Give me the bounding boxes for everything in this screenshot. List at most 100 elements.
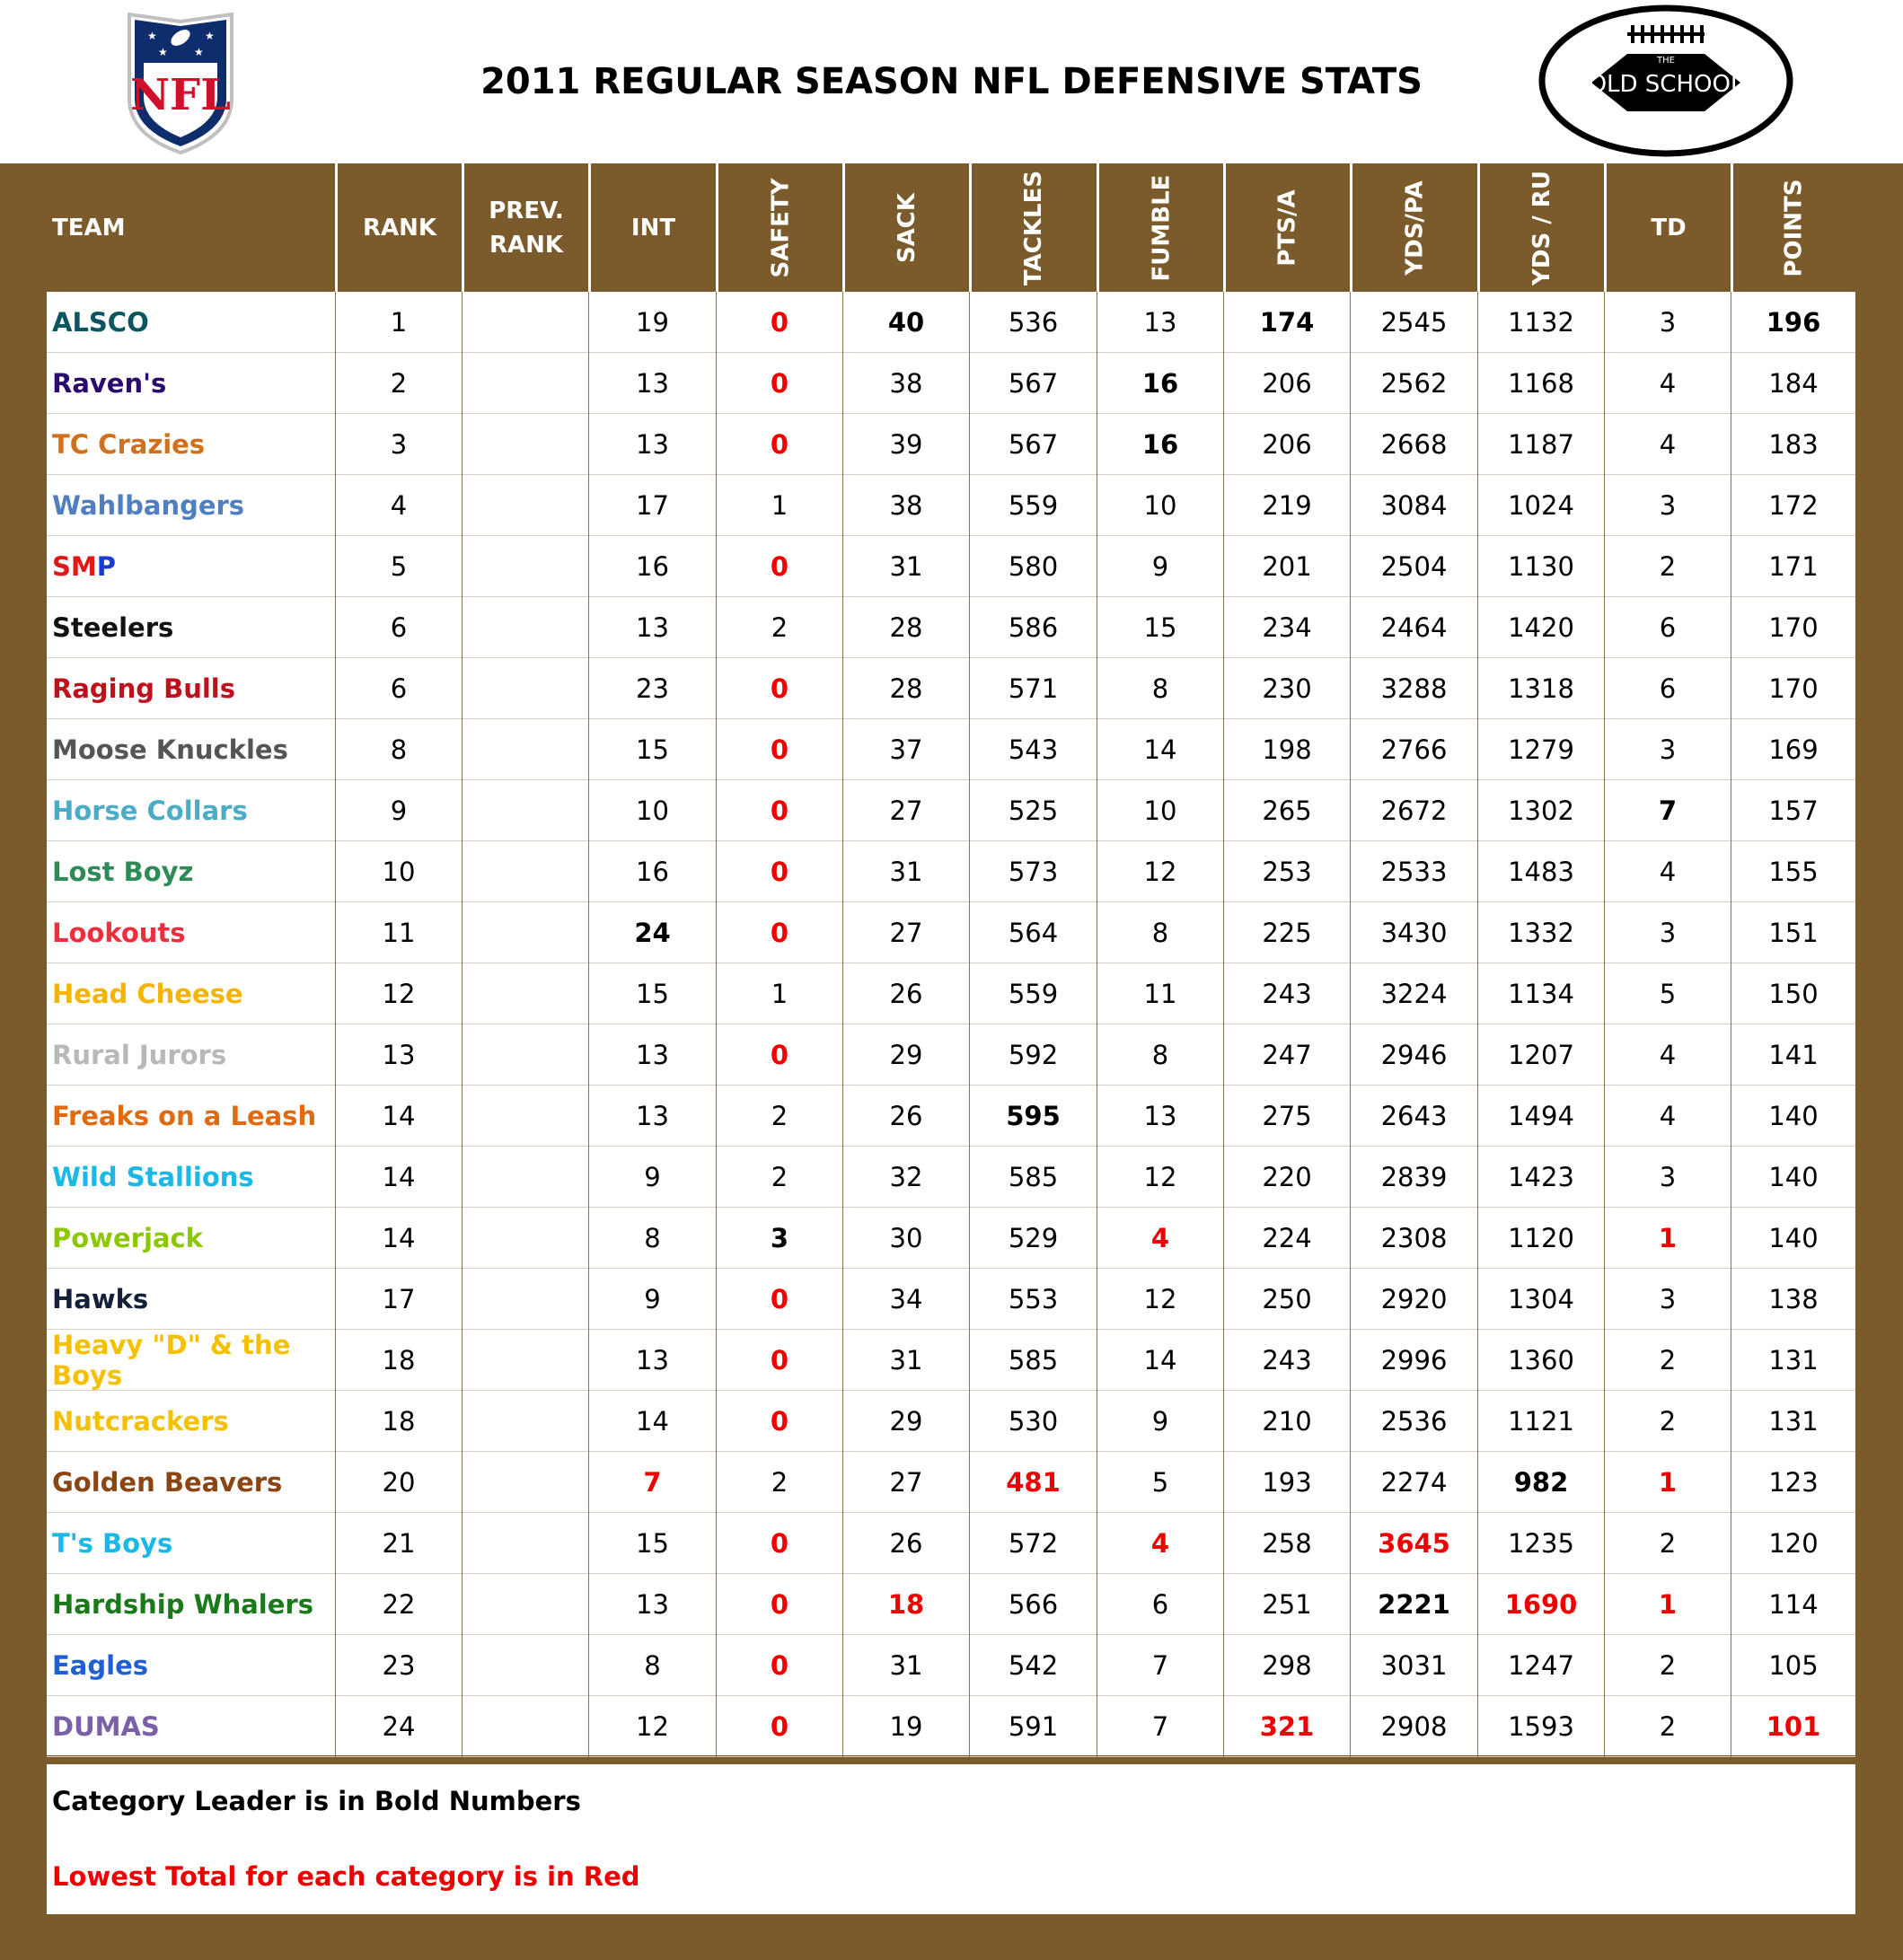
cell-fumble: 6 <box>1097 1574 1223 1635</box>
cell-safety: 0 <box>716 1391 842 1452</box>
cell-ptsa: 251 <box>1223 1574 1350 1635</box>
column-header-points: POINTS <box>1731 163 1855 292</box>
table-row: Moose Knuckles 8 15 0 37 543 14 198 2766 1279 3 169 <box>47 719 1855 780</box>
cell-prev <box>462 414 588 475</box>
cell-fumble: 13 <box>1097 292 1223 353</box>
cell-points: 123 <box>1731 1452 1855 1513</box>
cell-ydspa: 2464 <box>1350 597 1477 658</box>
team-name-cell: DUMAS <box>52 1711 160 1742</box>
cell-prev <box>462 1635 588 1696</box>
cell-rank: 4 <box>335 475 462 536</box>
team-name-cell: TC Crazies <box>52 429 206 460</box>
cell-prev <box>462 1696 588 1757</box>
cell-rank: 18 <box>335 1391 462 1452</box>
table-row: Hardship Whalers 22 13 0 18 566 6 251 2221 1690 1 1… <box>47 1574 1855 1635</box>
cell-ptsa: 224 <box>1223 1208 1350 1269</box>
cell-int: 15 <box>588 1513 716 1574</box>
cell-sack: 29 <box>842 1391 969 1452</box>
cell-prev <box>462 1024 588 1085</box>
cell-points: 196 <box>1731 292 1855 353</box>
cell-rank: 18 <box>335 1330 462 1391</box>
cell-sack: 38 <box>842 475 969 536</box>
team-name-cell: Rural Jurors <box>52 1040 227 1070</box>
cell-safety: 1 <box>716 475 842 536</box>
cell-ydspa: 2839 <box>1350 1147 1477 1208</box>
cell-ydspa: 3224 <box>1350 963 1477 1024</box>
team-name-cell: Hardship Whalers <box>52 1589 313 1620</box>
column-header-safety: SAFETY <box>716 163 842 292</box>
cell-ydsru: 1168 <box>1477 353 1604 414</box>
cell-ptsa: 234 <box>1223 597 1350 658</box>
cell-safety: 0 <box>716 780 842 841</box>
cell-int: 13 <box>588 1024 716 1085</box>
cell-prev <box>462 841 588 902</box>
cell-rank: 8 <box>335 719 462 780</box>
team-name-cell: Steelers <box>52 612 174 643</box>
cell-safety: 0 <box>716 1024 842 1085</box>
red-legend-note: Lowest Total for each category is in Red <box>52 1861 640 1892</box>
cell-safety: 0 <box>716 1269 842 1330</box>
cell-tackles: 564 <box>969 902 1097 963</box>
cell-td: 1 <box>1604 1208 1731 1269</box>
cell-ydspa: 2643 <box>1350 1085 1477 1147</box>
cell-points: 140 <box>1731 1208 1855 1269</box>
cell-ptsa: 225 <box>1223 902 1350 963</box>
team-name-cell: Hawks <box>52 1284 149 1314</box>
cell-td: 4 <box>1604 353 1731 414</box>
cell-sack: 29 <box>842 1024 969 1085</box>
cell-safety: 0 <box>716 1635 842 1696</box>
cell-safety: 0 <box>716 1574 842 1635</box>
bold-legend-note: Category Leader is in Bold Numbers <box>52 1786 581 1816</box>
cell-rank: 11 <box>335 902 462 963</box>
cell-fumble: 13 <box>1097 1085 1223 1147</box>
cell-int: 24 <box>588 902 716 963</box>
cell-tackles: 542 <box>969 1635 1097 1696</box>
svg-text:★: ★ <box>205 30 215 42</box>
cell-ydspa: 2504 <box>1350 536 1477 597</box>
cell-ydspa: 2946 <box>1350 1024 1477 1085</box>
cell-prev <box>462 1513 588 1574</box>
table-row: Lookouts 11 24 0 27 564 8 225 3430 1332 3 151 <box>47 902 1855 963</box>
table-row: Rural Jurors 13 13 0 29 592 8 247 2946 1207 4 141 <box>47 1024 1855 1085</box>
cell-prev <box>462 1452 588 1513</box>
nfl-shield-logo: ★ ★ ★ ★ NFL <box>128 12 233 155</box>
cell-points: 114 <box>1731 1574 1855 1635</box>
cell-td: 3 <box>1604 1269 1731 1330</box>
cell-tackles: 573 <box>969 841 1097 902</box>
cell-rank: 6 <box>335 658 462 719</box>
cell-fumble: 4 <box>1097 1513 1223 1574</box>
cell-int: 13 <box>588 1574 716 1635</box>
cell-ydspa: 3645 <box>1350 1513 1477 1574</box>
cell-td: 4 <box>1604 841 1731 902</box>
cell-ptsa: 219 <box>1223 475 1350 536</box>
cell-rank: 13 <box>335 1024 462 1085</box>
cell-safety: 0 <box>716 536 842 597</box>
cell-fumble: 16 <box>1097 414 1223 475</box>
cell-ydspa: 3084 <box>1350 475 1477 536</box>
cell-int: 8 <box>588 1208 716 1269</box>
cell-points: 155 <box>1731 841 1855 902</box>
cell-prev <box>462 1208 588 1269</box>
cell-td: 4 <box>1604 414 1731 475</box>
cell-tackles: 543 <box>969 719 1097 780</box>
cell-points: 170 <box>1731 597 1855 658</box>
cell-ptsa: 243 <box>1223 963 1350 1024</box>
cell-ydspa: 2274 <box>1350 1452 1477 1513</box>
cell-tackles: 591 <box>969 1696 1097 1757</box>
cell-tackles: 585 <box>969 1147 1097 1208</box>
table-row: Golden Beavers 20 7 2 27 481 5 193 2274 982 1 123 <box>47 1452 1855 1513</box>
cell-ydsru: 1132 <box>1477 292 1604 353</box>
cell-points: 170 <box>1731 658 1855 719</box>
cell-points: 151 <box>1731 902 1855 963</box>
cell-int: 13 <box>588 414 716 475</box>
table-row: ALSCO 1 19 0 40 536 13 174 2545 1132 3 196 <box>47 292 1855 353</box>
cell-td: 2 <box>1604 1330 1731 1391</box>
cell-ydsru: 1304 <box>1477 1269 1604 1330</box>
table-row: Wahlbangers 4 17 1 38 559 10 219 3084 1024 3 172 <box>47 475 1855 536</box>
cell-ydsru: 1318 <box>1477 658 1604 719</box>
cell-ydsru: 1130 <box>1477 536 1604 597</box>
svg-text:★: ★ <box>194 46 204 58</box>
cell-tackles: 481 <box>969 1452 1097 1513</box>
cell-ydspa: 2766 <box>1350 719 1477 780</box>
cell-ptsa: 198 <box>1223 719 1350 780</box>
